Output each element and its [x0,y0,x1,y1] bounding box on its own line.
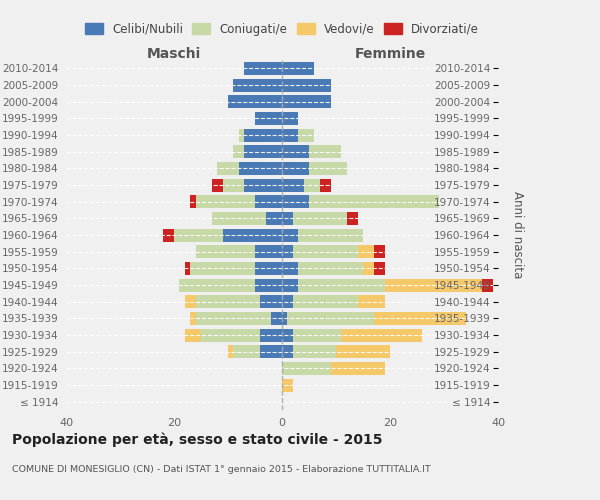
Bar [282,62,314,75]
Y-axis label: Anni di nascita: Anni di nascita [511,192,524,278]
Bar [239,162,282,175]
Bar [282,95,331,108]
Bar [228,95,282,108]
Bar [196,245,255,258]
Bar [233,78,282,92]
Bar [260,345,282,358]
Bar [282,278,298,291]
Text: Popolazione per età, sesso e stato civile - 2015: Popolazione per età, sesso e stato civil… [12,432,383,447]
Bar [282,78,331,92]
Bar [482,278,493,291]
Bar [196,195,255,208]
Bar [217,162,239,175]
Bar [363,262,374,275]
Bar [309,145,341,158]
Bar [341,328,422,342]
Bar [298,278,385,291]
Bar [287,312,374,325]
Bar [320,178,331,192]
Bar [201,328,260,342]
Bar [223,178,244,192]
Bar [282,195,309,208]
Bar [255,245,282,258]
Bar [358,295,385,308]
Bar [282,378,293,392]
Bar [185,328,201,342]
Bar [331,362,385,375]
Bar [298,128,314,141]
Bar [190,195,196,208]
Bar [282,145,309,158]
Bar [309,195,439,208]
Bar [212,178,223,192]
Text: COMUNE DI MONESIGLIO (CN) - Dati ISTAT 1° gennaio 2015 - Elaborazione TUTTITALIA: COMUNE DI MONESIGLIO (CN) - Dati ISTAT 1… [12,465,431,474]
Bar [179,278,255,291]
Bar [244,145,282,158]
Bar [228,345,233,358]
Bar [260,295,282,308]
Bar [244,128,282,141]
Bar [190,262,255,275]
Bar [196,312,271,325]
Bar [271,312,282,325]
Bar [233,145,244,158]
Bar [282,312,287,325]
Bar [163,228,174,241]
Bar [223,228,282,241]
Bar [282,178,304,192]
Bar [293,328,341,342]
Bar [293,245,358,258]
Bar [293,212,347,225]
Bar [185,295,196,308]
Bar [298,228,363,241]
Bar [174,228,223,241]
Bar [304,178,320,192]
Bar [255,262,282,275]
Legend: Celibi/Nubili, Coniugati/e, Vedovi/e, Divorziati/e: Celibi/Nubili, Coniugati/e, Vedovi/e, Di… [82,20,482,38]
Bar [282,228,298,241]
Bar [255,278,282,291]
Bar [293,345,336,358]
Bar [190,312,196,325]
Bar [374,312,466,325]
Bar [244,178,282,192]
Bar [336,345,390,358]
Text: Maschi: Maschi [147,47,201,61]
Bar [282,128,298,141]
Bar [282,362,331,375]
Bar [196,295,260,308]
Bar [233,345,260,358]
Bar [282,328,293,342]
Bar [239,128,244,141]
Bar [374,262,385,275]
Bar [293,295,358,308]
Bar [244,62,282,75]
Bar [282,245,293,258]
Bar [255,195,282,208]
Bar [358,245,374,258]
Bar [255,112,282,125]
Bar [212,212,266,225]
Bar [266,212,282,225]
Bar [282,345,293,358]
Bar [374,245,385,258]
Bar [347,212,358,225]
Bar [260,328,282,342]
Bar [298,262,363,275]
Bar [282,112,298,125]
Bar [282,212,293,225]
Bar [385,278,482,291]
Text: Femmine: Femmine [355,47,425,61]
Bar [185,262,190,275]
Bar [282,295,293,308]
Bar [282,162,309,175]
Bar [282,262,298,275]
Bar [309,162,347,175]
